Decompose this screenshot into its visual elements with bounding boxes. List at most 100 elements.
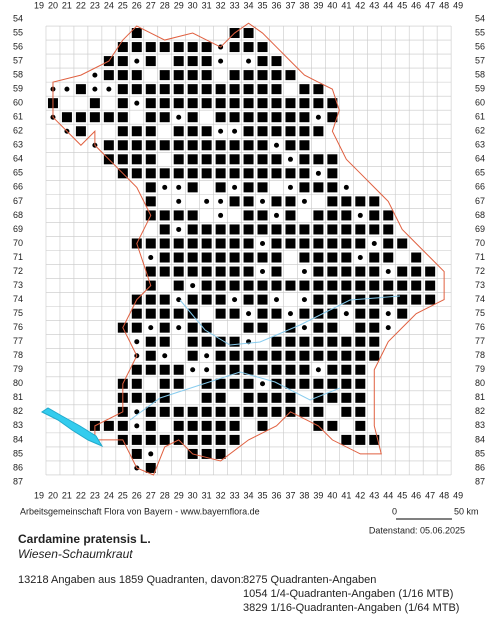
occurrence-square (187, 238, 198, 249)
occurrence-square (173, 154, 184, 165)
occurrence-square (341, 210, 352, 221)
occurrence-square (215, 98, 226, 109)
occurrence-square (285, 196, 296, 207)
occurrence-square (383, 280, 394, 291)
row-label: 63 (13, 140, 23, 150)
occurrence-square (159, 294, 170, 305)
occurrence-square (201, 294, 212, 305)
row-label: 85 (13, 448, 23, 458)
occurrence-square (285, 224, 296, 235)
occurrence-dot (343, 311, 349, 317)
occurrence-square (243, 238, 254, 249)
occurrence-square (159, 392, 170, 403)
occurrence-square (327, 182, 338, 193)
column-label: 33 (230, 490, 240, 500)
row-label: 54 (13, 13, 23, 23)
occurrence-square (173, 252, 184, 263)
occurrence-square (243, 28, 254, 39)
occurrence-square (201, 336, 212, 347)
occurrence-square (299, 238, 310, 249)
occurrence-square (299, 224, 310, 235)
occurrence-square (271, 112, 282, 123)
row-label: 80 (475, 378, 485, 388)
occurrence-square (173, 42, 184, 53)
occurrence-square (285, 322, 296, 333)
row-label: 81 (13, 392, 23, 402)
occurrence-square (271, 84, 282, 95)
occurrence-dot (246, 311, 252, 317)
occurrence-square (159, 140, 170, 151)
occurrence-square (173, 84, 184, 95)
row-label: 58 (13, 69, 23, 79)
occurrence-square (369, 210, 380, 221)
row-label: 54 (475, 13, 485, 23)
row-label: 60 (13, 98, 23, 108)
occurrence-square (243, 126, 254, 137)
occurrence-square (243, 210, 254, 221)
occurrence-square (313, 224, 324, 235)
occurrence-square (103, 420, 114, 431)
occurrence-square (173, 70, 184, 81)
column-label: 28 (160, 0, 170, 10)
occurrence-square (187, 210, 198, 221)
column-label: 29 (174, 0, 184, 10)
occurrence-square (355, 406, 366, 417)
occurrence-square (229, 98, 240, 109)
occurrence-square (243, 70, 254, 81)
row-label: 77 (475, 336, 485, 346)
bavaria-border (52, 22, 445, 476)
occurrence-dot (134, 100, 140, 106)
occurrence-dot (148, 255, 154, 261)
column-label: 34 (244, 0, 254, 10)
occurrence-square (369, 322, 380, 333)
occurrence-square (271, 126, 282, 137)
occurrence-square (117, 420, 128, 431)
occurrence-square (313, 378, 324, 389)
occurrence-square (313, 98, 324, 109)
occurrence-square (145, 42, 156, 53)
occurrence-square (187, 112, 198, 123)
column-label: 30 (188, 490, 198, 500)
occurrence-square (215, 238, 226, 249)
occurrence-dot (232, 128, 238, 134)
occurrence-square (187, 224, 198, 235)
occurrence-square (145, 434, 156, 445)
occurrence-square (89, 98, 100, 109)
occurrence-square (369, 350, 380, 361)
occurrence-square (327, 266, 338, 277)
occurrence-square (201, 168, 212, 179)
occurrence-square (299, 378, 310, 389)
row-label: 62 (475, 126, 485, 136)
occurrence-square (327, 336, 338, 347)
occurrence-dot (204, 198, 210, 204)
detail: 1054 1/4-Quadranten-Angaben (1/16 MTB) (243, 588, 453, 600)
occurrence-square (215, 252, 226, 263)
occurrence-square (131, 308, 142, 319)
column-label: 29 (174, 490, 184, 500)
occurrence-square (285, 336, 296, 347)
occurrence-square (75, 84, 86, 95)
occurrence-square (341, 406, 352, 417)
occurrence-square (187, 322, 198, 333)
occurrence-dot (176, 114, 182, 120)
occurrence-square (187, 266, 198, 277)
column-label: 42 (355, 0, 365, 10)
occurrence-square (355, 280, 366, 291)
occurrence-square (187, 168, 198, 179)
row-label: 71 (13, 252, 23, 262)
row-label: 72 (13, 266, 23, 276)
occurrence-square (327, 308, 338, 319)
occurrence-square (201, 434, 212, 445)
occurrence-square (215, 112, 226, 123)
occurrence-square (131, 322, 142, 333)
occurrence-square (341, 294, 352, 305)
occurrence-square (313, 210, 324, 221)
row-label: 87 (13, 476, 23, 486)
occurrence-square (271, 266, 282, 277)
occurrence-square (159, 252, 170, 263)
row-label: 55 (475, 27, 485, 37)
occurrence-square (243, 112, 254, 123)
occurrence-dot (148, 451, 154, 457)
column-label: 41 (341, 0, 351, 10)
row-label: 69 (475, 224, 485, 234)
